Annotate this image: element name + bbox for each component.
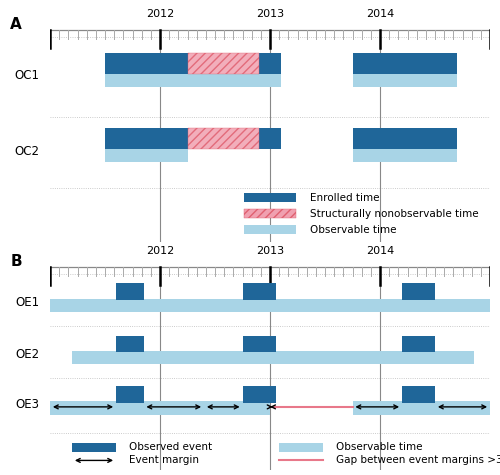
FancyBboxPatch shape [242,386,276,402]
FancyBboxPatch shape [352,53,457,74]
FancyBboxPatch shape [244,225,296,234]
FancyBboxPatch shape [242,336,276,352]
Text: Gap between event margins >365 days: Gap between event margins >365 days [336,456,500,466]
FancyBboxPatch shape [72,443,116,452]
FancyBboxPatch shape [105,128,281,149]
Text: 2014: 2014 [366,9,394,19]
Text: 2013: 2013 [256,9,284,19]
Text: OE1: OE1 [15,295,39,308]
FancyBboxPatch shape [105,71,281,87]
FancyBboxPatch shape [50,299,490,312]
FancyBboxPatch shape [188,128,259,149]
FancyBboxPatch shape [244,209,296,218]
FancyBboxPatch shape [188,53,259,74]
Text: B: B [10,254,22,269]
Text: OE3: OE3 [15,398,39,411]
Text: 2013: 2013 [256,246,284,256]
FancyBboxPatch shape [259,71,281,87]
FancyBboxPatch shape [242,284,276,300]
Text: Event margin: Event margin [129,456,199,466]
Text: Observable time: Observable time [336,442,422,452]
FancyBboxPatch shape [352,128,457,149]
Text: Enrolled time: Enrolled time [310,193,379,203]
FancyBboxPatch shape [188,128,259,149]
FancyBboxPatch shape [50,401,270,415]
FancyBboxPatch shape [402,284,435,300]
Text: Structurally nonobservable time: Structurally nonobservable time [310,209,478,219]
Text: OC2: OC2 [14,144,39,158]
Text: A: A [10,17,22,31]
FancyBboxPatch shape [116,386,143,402]
Text: Observed event: Observed event [129,442,212,452]
Text: OC1: OC1 [14,69,39,82]
FancyBboxPatch shape [105,146,188,162]
FancyBboxPatch shape [352,71,457,87]
FancyBboxPatch shape [188,53,259,74]
Text: Observable time: Observable time [310,225,396,235]
FancyBboxPatch shape [402,336,435,352]
Text: 2014: 2014 [366,246,394,256]
FancyBboxPatch shape [116,336,143,352]
Text: 2012: 2012 [146,246,174,256]
FancyBboxPatch shape [352,401,490,415]
Text: 2012: 2012 [146,9,174,19]
FancyBboxPatch shape [244,193,296,202]
FancyBboxPatch shape [105,53,281,74]
FancyBboxPatch shape [72,351,473,364]
FancyBboxPatch shape [116,284,143,300]
Text: OE2: OE2 [15,348,39,361]
FancyBboxPatch shape [402,386,435,402]
FancyBboxPatch shape [352,146,457,162]
FancyBboxPatch shape [279,443,323,452]
